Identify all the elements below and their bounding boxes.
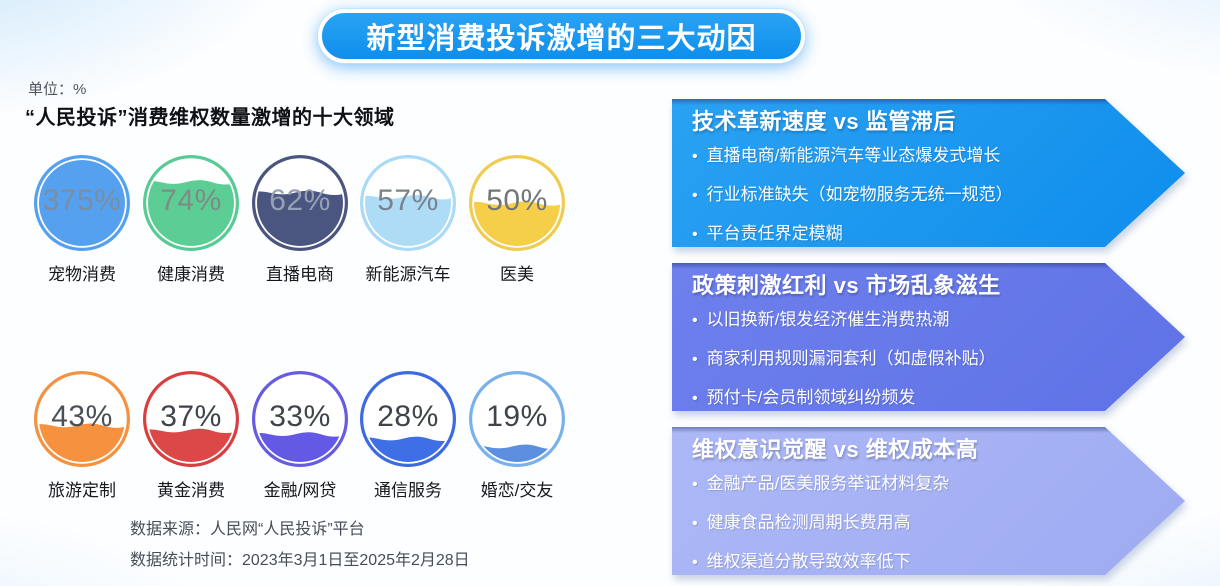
driver-bullet: • 维权渠道分散导致效率低下 xyxy=(692,543,1093,582)
liquid-gauge-icon xyxy=(250,153,350,253)
gauge-item: 375% 宠物消费 xyxy=(32,153,132,285)
liquid-gauge-icon xyxy=(467,153,567,253)
gauge-value: 37% xyxy=(160,400,222,433)
driver-bullet-text: 预付卡/会员制领域纠纷频发 xyxy=(706,388,916,407)
gauge-value: 33% xyxy=(269,400,331,433)
liquid-gauge-icon xyxy=(32,369,132,469)
arrow-banner-shape: 政策刺激红利 vs 市场乱象滋生 • 以旧换新/银发经济催生消费热潮 • 商家利用规… xyxy=(672,263,1185,411)
driver-banner-1: 技术革新速度 vs 监管滞后 • 直播电商/新能源汽车等业态爆发式增长 • 行业标准… xyxy=(672,99,1185,247)
gauge-value: 57% xyxy=(377,184,439,217)
data-period-line: 数据统计时间：2023年3月1日至2025年2月28日 xyxy=(130,552,470,569)
gauge-label: 直播电商 xyxy=(266,265,334,284)
driver-bullet: • 直播电商/新能源汽车等业态爆发式增长 xyxy=(692,137,1093,176)
bullet-dot-icon: • xyxy=(692,515,698,532)
gauge-value: 50% xyxy=(486,184,548,217)
liquid-gauge-icon xyxy=(141,369,241,469)
driver-bullet: • 平台责任界定模糊 xyxy=(692,215,1093,254)
arrow-banner-shape: 维权意识觉醒 vs 维权成本高 • 金融产品/医美服务举证材料复杂 • 健康食品检测… xyxy=(672,427,1185,575)
gauge-label: 健康消费 xyxy=(157,265,225,284)
driver-bullet: • 预付卡/会员制领域纠纷频发 xyxy=(692,379,1093,418)
driver-bullet-text: 商家利用规则漏洞套利（如虚假补贴） xyxy=(706,349,996,368)
gauge-value: 74% xyxy=(160,184,222,217)
gauge-value: 43% xyxy=(51,400,113,433)
liquid-gauge-icon xyxy=(358,369,458,469)
driver-bullet-text: 健康食品检测周期长费用高 xyxy=(706,513,911,532)
bullet-dot-icon: • xyxy=(692,148,698,165)
gauge-label: 宠物消费 xyxy=(48,265,116,284)
driver-bullet: • 行业标准缺失（如宠物服务无统一规范） xyxy=(692,176,1093,215)
bullet-dot-icon: • xyxy=(692,312,698,329)
gauge-label: 婚恋/交友 xyxy=(480,481,554,500)
gauge-item: 37% 黄金消费 xyxy=(141,369,241,501)
gauge-item: 50% 医美 xyxy=(467,153,567,285)
gauge-item: 33% 金融/网贷 xyxy=(250,369,350,501)
gauge-label: 新能源汽车 xyxy=(365,265,451,284)
driver-bullet-text: 金融产品/医美服务举证材料复杂 xyxy=(706,474,950,493)
chart-title: “人民投诉”消费维权数量激增的十大领域 xyxy=(25,107,395,129)
driver-bullet: • 以旧换新/银发经济催生消费热潮 xyxy=(692,301,1093,340)
driver-bullet: • 商家利用规则漏洞套利（如虚假补贴） xyxy=(692,340,1093,379)
driver-bullet-text: 平台责任界定模糊 xyxy=(706,224,843,243)
liquid-gauge-icon xyxy=(141,153,241,253)
gauge-value: 375% xyxy=(42,184,122,217)
gauge-item: 43% 旅游定制 xyxy=(32,369,132,501)
bullet-dot-icon: • xyxy=(692,390,698,407)
gauge-label: 黄金消费 xyxy=(157,481,225,500)
bullet-dot-icon: • xyxy=(692,187,698,204)
gauge-item: 74% 健康消费 xyxy=(141,153,241,285)
gauge-item: 62% 直播电商 xyxy=(250,153,350,285)
driver-bullet-text: 以旧换新/银发经济催生消费热潮 xyxy=(706,310,950,329)
arrow-banner-shape: 技术革新速度 vs 监管滞后 • 直播电商/新能源汽车等业态爆发式增长 • 行业标准… xyxy=(672,99,1185,247)
gauge-label: 通信服务 xyxy=(374,481,442,500)
driver-banner-2: 政策刺激红利 vs 市场乱象滋生 • 以旧换新/银发经济催生消费热潮 • 商家利用规… xyxy=(672,263,1185,411)
data-source-line: 数据来源：人民网“人民投诉”平台 xyxy=(130,521,365,538)
gauge-item: 19% 婚恋/交友 xyxy=(467,369,567,501)
driver-bullet-text: 直播电商/新能源汽车等业态爆发式增长 xyxy=(706,146,1001,165)
driver-title: 技术革新速度 vs 监管滞后 xyxy=(692,109,956,134)
liquid-gauge-icon xyxy=(358,153,458,253)
driver-title: 政策刺激红利 vs 市场乱象滋生 xyxy=(692,273,1001,298)
gauge-value: 62% xyxy=(269,184,331,217)
bullet-dot-icon: • xyxy=(692,226,698,243)
liquid-gauge-icon xyxy=(250,369,350,469)
driver-title: 维权意识觉醒 vs 维权成本高 xyxy=(692,437,979,462)
bullet-dot-icon: • xyxy=(692,554,698,571)
gauge-label: 金融/网贷 xyxy=(263,481,337,500)
gauge-label: 医美 xyxy=(500,265,534,284)
liquid-gauge-icon xyxy=(32,153,132,253)
unit-label: 单位：% xyxy=(28,81,87,98)
gauge-item: 28% 通信服务 xyxy=(358,369,458,501)
gauge-value: 19% xyxy=(486,400,548,433)
gauge-label: 旅游定制 xyxy=(48,481,116,500)
driver-bullet-text: 行业标准缺失（如宠物服务无统一规范） xyxy=(706,185,1013,204)
page-title: 新型消费投诉激增的三大动因 xyxy=(318,9,805,63)
driver-bullet: • 金融产品/医美服务举证材料复杂 xyxy=(692,465,1093,504)
driver-banner-3: 维权意识觉醒 vs 维权成本高 • 金融产品/医美服务举证材料复杂 • 健康食品检测… xyxy=(672,427,1185,575)
driver-bullet-text: 维权渠道分散导致效率低下 xyxy=(706,552,911,571)
data-source: 数据来源：人民网“人民投诉”平台 数据统计时间：2023年3月1日至2025年2… xyxy=(130,514,470,576)
page-title-text: 新型消费投诉激增的三大动因 xyxy=(366,23,757,55)
bullet-dot-icon: • xyxy=(692,476,698,493)
liquid-gauge-icon xyxy=(467,369,567,469)
gauge-item: 57% 新能源汽车 xyxy=(358,153,458,285)
bullet-dot-icon: • xyxy=(692,351,698,368)
gauge-value: 28% xyxy=(377,400,439,433)
driver-bullet: • 健康食品检测周期长费用高 xyxy=(692,504,1093,543)
